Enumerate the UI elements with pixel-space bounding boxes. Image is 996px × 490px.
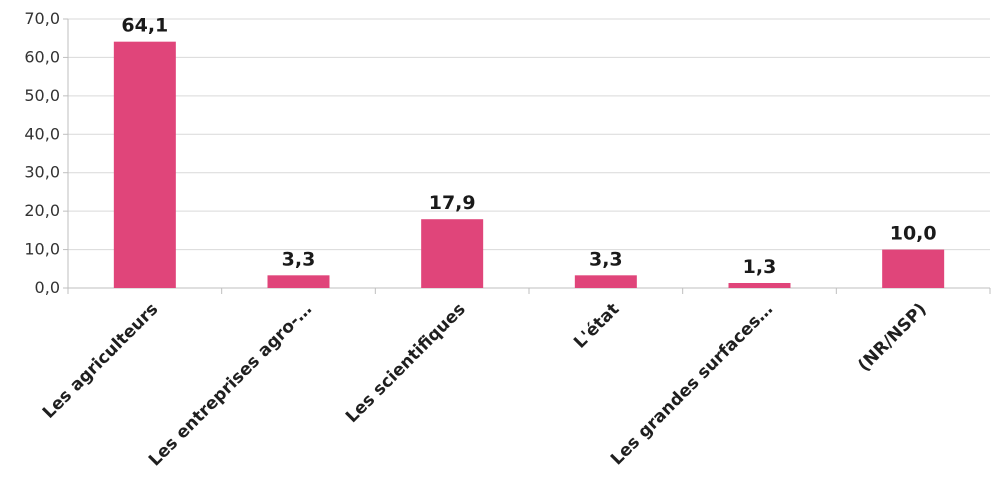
y-tick-label-6: 60,0 <box>24 47 60 66</box>
data-label-2: 17,9 <box>429 192 476 214</box>
y-tick-label-1: 10,0 <box>24 240 60 259</box>
data-label-1: 3,3 <box>282 248 316 270</box>
data-label-4: 1,3 <box>743 256 777 278</box>
y-tick-label-5: 50,0 <box>24 86 60 105</box>
bar-4 <box>728 283 791 288</box>
bar-0 <box>113 41 176 289</box>
y-tick-label-3: 30,0 <box>24 163 60 182</box>
y-tick-label-7: 70,0 <box>24 9 60 28</box>
category-label-1: Les entreprises agro-… <box>145 299 316 470</box>
bar-1 <box>267 275 330 288</box>
category-label-5: (NR/NSP) <box>854 299 930 375</box>
y-tick-label-2: 20,0 <box>24 201 60 220</box>
y-tick-label-0: 0,0 <box>35 278 60 297</box>
y-tick-label-4: 40,0 <box>24 124 60 143</box>
data-label-5: 10,0 <box>890 223 937 245</box>
bar-2 <box>421 219 484 288</box>
data-label-3: 3,3 <box>589 248 623 270</box>
bar-3 <box>574 275 637 288</box>
data-label-0: 64,1 <box>121 15 168 37</box>
category-label-0: Les agriculteurs <box>39 299 162 422</box>
category-label-3: L'état <box>570 299 623 352</box>
bar-5 <box>882 249 945 288</box>
category-label-2: Les scientifiques <box>342 299 470 427</box>
category-label-4: Les grandes surfaces… <box>607 299 777 469</box>
